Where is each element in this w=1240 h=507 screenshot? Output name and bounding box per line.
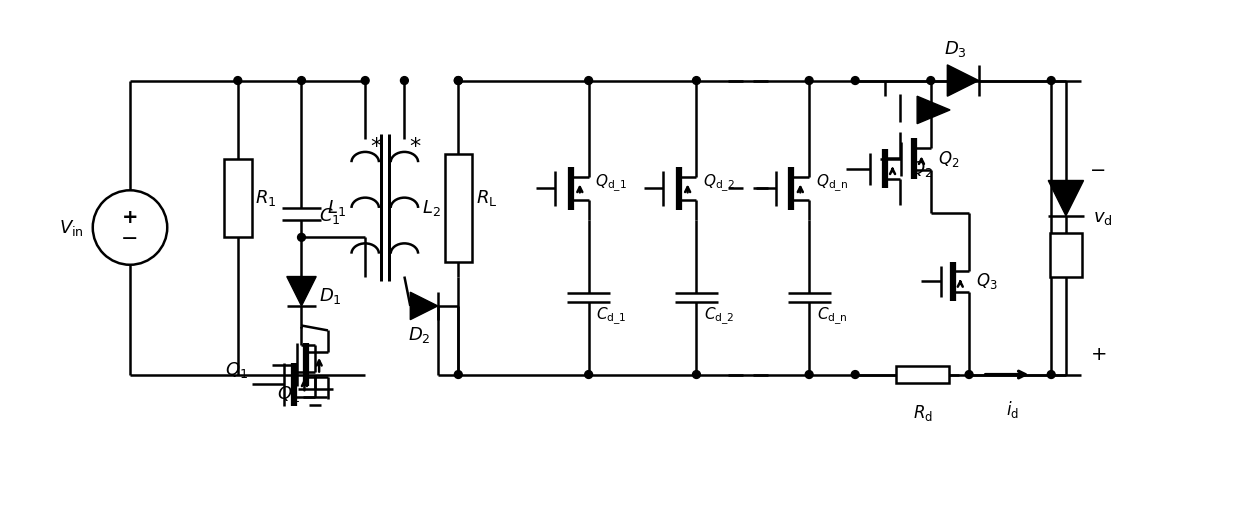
Bar xyxy=(1050,233,1081,276)
Circle shape xyxy=(926,77,935,85)
Polygon shape xyxy=(410,292,438,319)
Circle shape xyxy=(361,77,370,85)
Text: *: * xyxy=(409,137,420,157)
Polygon shape xyxy=(286,276,316,306)
Text: $D_3$: $D_3$ xyxy=(944,39,966,59)
Circle shape xyxy=(1048,371,1055,378)
Text: $Q_3$: $Q_3$ xyxy=(976,271,997,292)
Text: $R_{\mathrm{d}}$: $R_{\mathrm{d}}$ xyxy=(913,403,932,423)
Text: $D_2$: $D_2$ xyxy=(408,325,430,345)
Bar xyxy=(224,159,252,237)
Circle shape xyxy=(454,77,463,85)
Circle shape xyxy=(454,77,463,85)
Bar xyxy=(445,154,472,262)
Bar xyxy=(895,366,950,383)
Circle shape xyxy=(1048,77,1055,85)
Text: $V_{\mathrm{in}}$: $V_{\mathrm{in}}$ xyxy=(58,218,83,238)
Text: $C_{\mathrm{d\_n}}$: $C_{\mathrm{d\_n}}$ xyxy=(817,306,848,327)
Circle shape xyxy=(852,371,859,378)
Text: $Q_1$: $Q_1$ xyxy=(277,384,300,404)
Circle shape xyxy=(585,77,593,85)
Circle shape xyxy=(298,77,305,85)
Circle shape xyxy=(965,371,973,378)
Text: $L_1$: $L_1$ xyxy=(326,198,346,218)
Circle shape xyxy=(234,77,242,85)
Text: $D_1$: $D_1$ xyxy=(319,286,342,306)
Text: −: − xyxy=(122,229,139,249)
Text: *: * xyxy=(370,137,382,157)
Circle shape xyxy=(692,371,701,378)
Circle shape xyxy=(805,371,813,378)
Circle shape xyxy=(585,371,593,378)
Circle shape xyxy=(454,371,463,378)
Text: $C_{\mathrm{d\_2}}$: $C_{\mathrm{d\_2}}$ xyxy=(704,306,735,327)
Text: $C_{\mathrm{d\_1}}$: $C_{\mathrm{d\_1}}$ xyxy=(596,306,627,327)
Text: +: + xyxy=(122,208,138,227)
Text: $i_{\mathrm{d}}$: $i_{\mathrm{d}}$ xyxy=(1006,399,1018,420)
Circle shape xyxy=(401,77,408,85)
Text: $v_{\mathrm{d}}$: $v_{\mathrm{d}}$ xyxy=(1094,209,1114,227)
Polygon shape xyxy=(1048,180,1084,216)
Circle shape xyxy=(298,233,305,241)
Text: $R_1$: $R_1$ xyxy=(255,188,277,208)
Text: $L_2$: $L_2$ xyxy=(422,198,440,218)
Text: $Q_2$: $Q_2$ xyxy=(910,159,932,179)
Text: $R_{\mathrm{L}}$: $R_{\mathrm{L}}$ xyxy=(476,188,497,208)
Text: $C_1$: $C_1$ xyxy=(319,206,341,226)
Text: $Q_1$: $Q_1$ xyxy=(224,359,248,380)
Text: $Q_{\mathrm{d\_n}}$: $Q_{\mathrm{d\_n}}$ xyxy=(816,173,848,194)
Circle shape xyxy=(805,77,813,85)
Text: $Q_{\mathrm{d\_1}}$: $Q_{\mathrm{d\_1}}$ xyxy=(595,173,627,194)
Circle shape xyxy=(852,77,859,85)
Text: $Q_{\mathrm{d\_2}}$: $Q_{\mathrm{d\_2}}$ xyxy=(703,173,735,194)
Circle shape xyxy=(692,77,701,85)
Polygon shape xyxy=(918,96,950,124)
Text: −: − xyxy=(1090,161,1107,180)
Text: $Q_2$: $Q_2$ xyxy=(937,149,959,169)
Text: +: + xyxy=(1090,345,1107,365)
Polygon shape xyxy=(947,65,978,96)
